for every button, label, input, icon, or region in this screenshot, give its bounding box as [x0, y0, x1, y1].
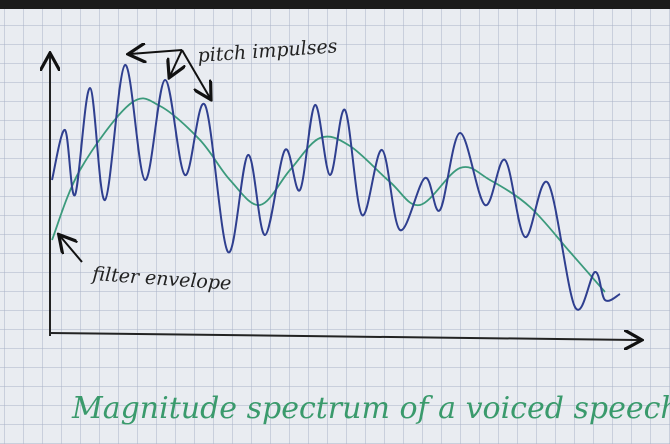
photo: pitch impulses filter envelope Magnitude…: [0, 0, 670, 444]
grid: [0, 0, 670, 444]
top-edge: [0, 0, 670, 9]
caption: Magnitude spectrum of a voiced speech: [71, 391, 670, 426]
page: pitch impulses filter envelope Magnitude…: [0, 0, 670, 444]
